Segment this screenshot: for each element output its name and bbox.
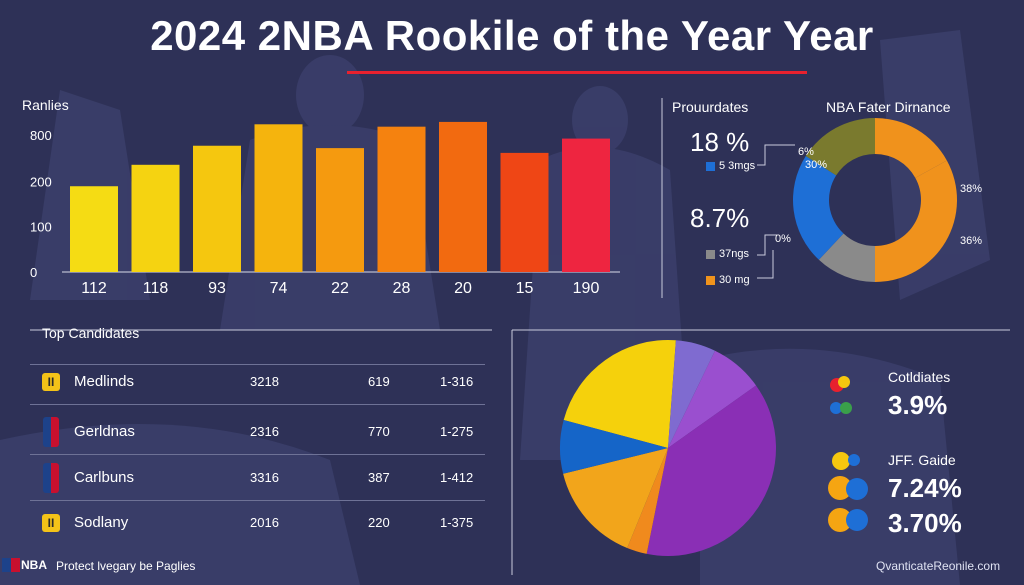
nba-footer-logo-icon bbox=[2, 558, 20, 572]
title-underline bbox=[347, 71, 807, 74]
candidate-name: Gerldnas bbox=[74, 423, 135, 440]
row-divider bbox=[30, 404, 485, 405]
x-tick-label-4: 22 bbox=[331, 280, 349, 297]
candidate-value-1: 2316 bbox=[250, 424, 279, 439]
donut-label-4: 0% bbox=[775, 233, 791, 245]
candidate-value-3: 1-375 bbox=[440, 515, 474, 530]
color-dots-icon-1 bbox=[828, 372, 858, 422]
donut-slice-1 bbox=[875, 160, 957, 282]
x-tick-label-5: 28 bbox=[393, 280, 411, 297]
pie-chart bbox=[560, 340, 776, 556]
kpi-value-1: 18 % bbox=[690, 127, 750, 157]
kpi-value-2: 8.7% bbox=[690, 203, 750, 233]
row-divider bbox=[30, 364, 485, 365]
footer-left-text: Protect lvegary be Paglies bbox=[56, 559, 196, 573]
candidate-name: Sodlany bbox=[74, 514, 129, 531]
stat-value-2: 7.24% bbox=[888, 473, 962, 503]
color-dots-icon-2 bbox=[828, 448, 873, 538]
pie-slice-4 bbox=[627, 448, 668, 554]
stat-value-1: 3.9% bbox=[888, 390, 948, 420]
candidate-value-3: 1-412 bbox=[440, 470, 474, 485]
footer-logo-text: NBA bbox=[21, 558, 47, 572]
legend-swatch-3 bbox=[706, 275, 715, 285]
x-tick-label-6: 20 bbox=[454, 280, 472, 297]
kpi-bracket-lines bbox=[757, 144, 795, 279]
row-divider bbox=[30, 454, 485, 455]
pie-slice-3 bbox=[646, 385, 776, 556]
candidate-value-2: 220 bbox=[368, 515, 390, 530]
nba-logo-icon bbox=[43, 463, 59, 493]
kpi-legend-1: 5 3mgs bbox=[706, 160, 755, 172]
donut-slice-4 bbox=[805, 118, 875, 176]
candidate-name: Medlinds bbox=[74, 373, 135, 390]
donut-label-0: 6% bbox=[798, 146, 814, 158]
x-tick-label-7: 15 bbox=[516, 280, 534, 297]
bar-0 bbox=[70, 186, 118, 272]
x-tick-label-0: 112 bbox=[81, 280, 107, 297]
pie-slice-6 bbox=[560, 420, 668, 474]
donut-label-1: 30% bbox=[805, 159, 827, 171]
bar-8 bbox=[562, 138, 610, 272]
donut-slice-2 bbox=[818, 233, 875, 282]
donut-chart: 6%30% 38% 36% 0% bbox=[775, 118, 982, 282]
bar-panel-label: Ranlies bbox=[22, 97, 69, 113]
page-title: 2024 2NBA Rookile of the Year Year bbox=[150, 12, 874, 59]
pie-slice-1 bbox=[668, 340, 716, 448]
y-tick-label-3: 800 bbox=[30, 128, 52, 143]
y-tick-label-1: 100 bbox=[30, 220, 52, 235]
candidate-value-1: 3316 bbox=[250, 470, 279, 485]
x-tick-label-8: 190 bbox=[573, 280, 600, 297]
footer-right-text: QvanticateReonile.com bbox=[876, 559, 1001, 573]
candidate-value-3: 1-316 bbox=[440, 374, 474, 389]
legend-swatch-1 bbox=[706, 161, 715, 171]
candidate-name: Carlbuns bbox=[74, 469, 135, 486]
pie-slice-5 bbox=[563, 448, 668, 548]
bar-5 bbox=[377, 126, 426, 272]
pie-slice-0 bbox=[563, 340, 676, 448]
stat-label-2: JFF. Gaide bbox=[888, 452, 956, 468]
candidate-value-2: 770 bbox=[368, 424, 390, 439]
bar-7 bbox=[500, 152, 549, 272]
donut-label-3: 36% bbox=[960, 235, 982, 247]
kpi-legend-3: 30 mg bbox=[706, 274, 750, 286]
bar-6 bbox=[439, 121, 487, 272]
bar-chart: 0 100 200 800 112 118 93 74 22 28 20 15 190 bbox=[30, 121, 610, 297]
donut-panel-label: NBA Fater Dirnance bbox=[826, 99, 951, 115]
candidate-value-1: 2016 bbox=[250, 515, 279, 530]
pie-slice-2 bbox=[668, 350, 757, 448]
ticket-icon: II bbox=[42, 514, 60, 532]
y-tick-label-0: 0 bbox=[30, 265, 37, 280]
donut-label-2: 38% bbox=[960, 183, 982, 195]
legend-swatch-2 bbox=[706, 249, 715, 259]
bar-1 bbox=[131, 164, 180, 272]
nba-logo-icon bbox=[43, 417, 59, 447]
kpi-legend-2: 37ngs bbox=[706, 248, 749, 260]
candidate-value-2: 619 bbox=[368, 374, 390, 389]
ticket-icon: II bbox=[42, 373, 60, 391]
x-tick-label-3: 74 bbox=[270, 280, 288, 297]
candidate-value-1: 3218 bbox=[250, 374, 279, 389]
y-tick-label-2: 200 bbox=[30, 174, 52, 189]
bar-4 bbox=[316, 148, 364, 272]
candidate-value-3: 1-275 bbox=[440, 424, 474, 439]
row-divider bbox=[30, 500, 485, 501]
kpi-panel-label: Prouurdates bbox=[672, 99, 749, 115]
candidates-panel-label: Top Candidates bbox=[42, 325, 140, 341]
donut-slice-3 bbox=[793, 156, 844, 260]
bar-3 bbox=[254, 124, 303, 272]
donut-slice-0 bbox=[875, 118, 947, 178]
bar-2 bbox=[193, 145, 241, 272]
stat-value-3: 3.70% bbox=[888, 508, 962, 538]
candidate-value-2: 387 bbox=[368, 470, 390, 485]
x-tick-label-2: 93 bbox=[208, 280, 226, 297]
x-tick-label-1: 118 bbox=[143, 280, 169, 297]
stat-label-1: Cotldiates bbox=[888, 369, 951, 385]
